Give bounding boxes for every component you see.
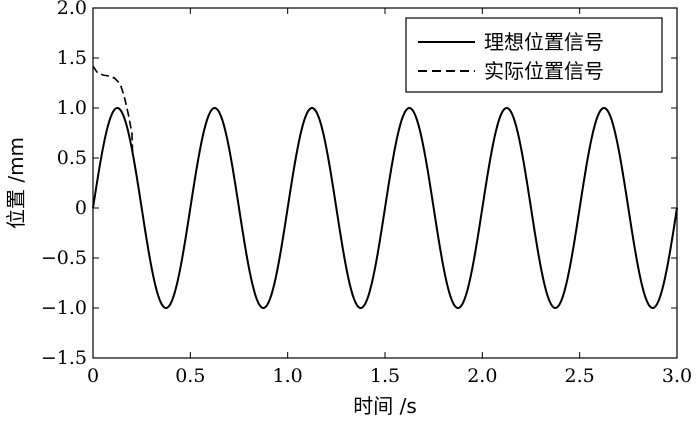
x-tick-label: 2.0 [467, 365, 497, 387]
tick-labels: 0 0.5 1.0 1.5 2.0 2.5 3.0 −1.5 −1.0 −0.5 0 0.5 1.0 1.… [41, 0, 692, 387]
y-tick-label: 2.0 [57, 0, 87, 19]
series-actual-line [92, 65, 678, 309]
x-tick-label: 1.5 [370, 365, 400, 387]
x-tick-label: 0.5 [175, 365, 205, 387]
y-tick-label: −1.0 [41, 297, 87, 319]
legend-label-actual: 实际位置信号 [484, 59, 604, 83]
y-tick-label: −1.5 [41, 347, 87, 369]
x-tick-label: 1.0 [273, 365, 303, 387]
legend-box [405, 17, 663, 93]
y-tick-label: 0 [75, 197, 87, 219]
y-axis-label: 位置 /mm [4, 137, 28, 229]
x-axis-label: 时间 /s [353, 394, 417, 418]
y-tick-label: 0.5 [57, 147, 87, 169]
ticks [92, 7, 678, 359]
series-layer [92, 65, 678, 309]
y-tick-label: 1.5 [57, 47, 87, 69]
x-tick-label: 2.5 [565, 365, 595, 387]
x-tick-label: 0 [87, 365, 99, 387]
legend-label-ideal: 理想位置信号 [484, 30, 604, 54]
legend: 理想位置信号 实际位置信号 [405, 17, 663, 93]
y-tick-label: −0.5 [41, 247, 87, 269]
x-tick-label: 3.0 [662, 365, 692, 387]
y-tick-label: 1.0 [57, 97, 87, 119]
